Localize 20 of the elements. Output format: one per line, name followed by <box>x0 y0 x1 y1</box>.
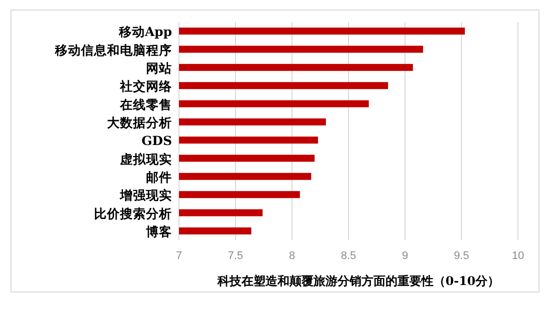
x-tick-label: 9.5 <box>454 250 470 262</box>
y-tick-label: 大数据分析 <box>107 114 172 130</box>
y-tick-label: 虚拟现实 <box>119 151 172 166</box>
x-tick-label: 7 <box>176 250 182 262</box>
x-tick-label: 10 <box>512 250 524 262</box>
x-tick-label: 9 <box>402 250 408 262</box>
x-tick-label: 8 <box>288 250 296 262</box>
y-tick-label: 在线零售 <box>119 96 172 112</box>
y-tick-label: 移动信息和电脑程序 <box>54 42 172 58</box>
y-tick-label: 增强现实 <box>119 188 172 203</box>
y-tick-label: 移动App <box>118 24 172 40</box>
y-tick-label: 邮件 <box>146 169 172 184</box>
x-tick-label: 8.5 <box>340 250 356 262</box>
x-axis-title: 科技在塑造和颠覆旅游分销方面的重要性（0-10分） <box>216 274 500 288</box>
y-tick-label: 社交网络 <box>119 78 173 94</box>
y-tick-label: GDS <box>141 133 172 148</box>
y-tick-label: 网站 <box>146 60 172 76</box>
x-tick-label: 7.5 <box>228 250 244 262</box>
y-tick-label: 比价搜索分析 <box>94 206 172 221</box>
y-tick-label: 博客 <box>145 224 172 239</box>
